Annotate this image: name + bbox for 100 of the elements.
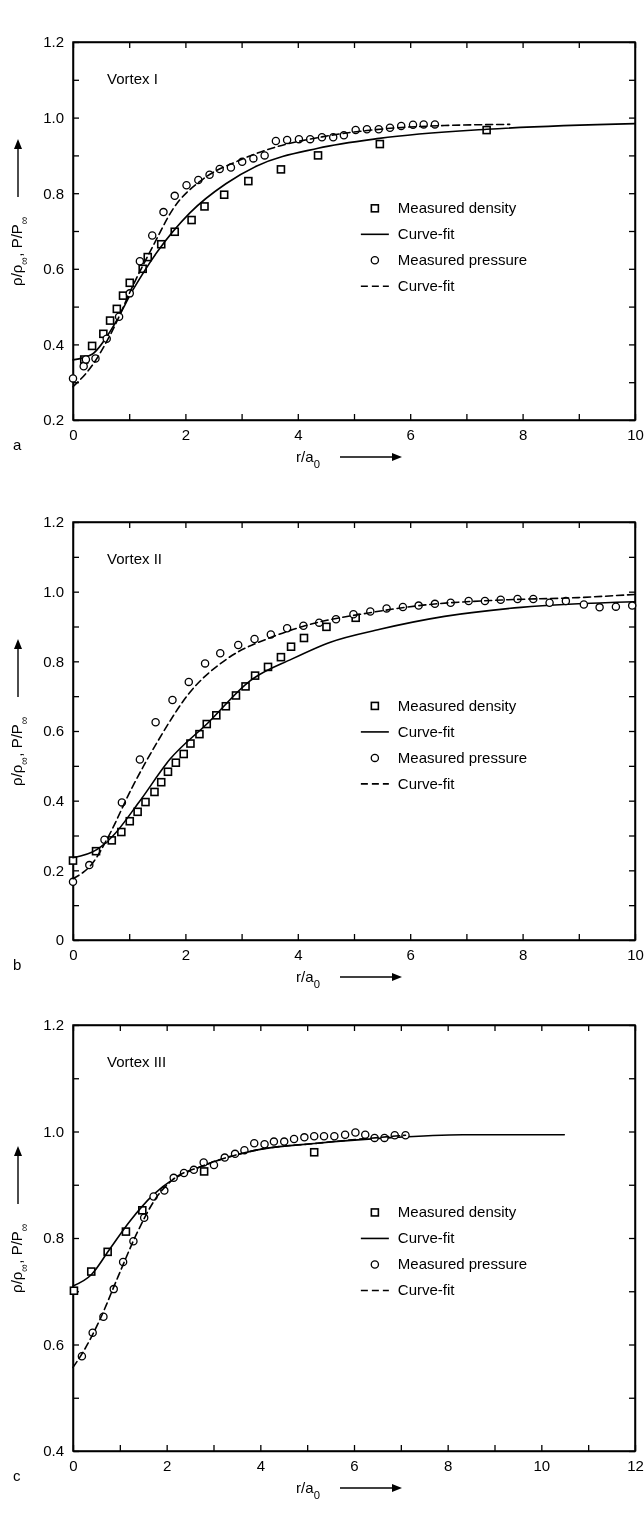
point: [125, 278, 135, 288]
point: [260, 151, 269, 160]
point: [309, 1147, 319, 1157]
y-tick-label: 0.2: [43, 411, 64, 429]
point: [156, 777, 166, 787]
point: [289, 1134, 299, 1144]
text: b: [13, 956, 22, 973]
point: [215, 649, 225, 658]
point: [87, 341, 97, 351]
point: [199, 1167, 209, 1176]
point: [135, 755, 145, 764]
text: Vortex I: [107, 70, 158, 87]
point: [151, 718, 160, 727]
legend-label: Curve-fit: [397, 225, 456, 243]
y-tick-label: 0.4: [43, 791, 64, 809]
text: Vortex II: [107, 550, 163, 567]
point: [300, 1133, 309, 1142]
y-tick-label: 1.0: [43, 108, 64, 126]
x-axis-title: r/a$_{0}$: [296, 1479, 320, 1501]
y-tick-label: 0.8: [43, 652, 64, 670]
y-tick-label: 0.6: [43, 1335, 64, 1353]
x-tick-label: 4: [256, 1456, 266, 1474]
point: [313, 151, 323, 160]
point: [69, 1286, 79, 1296]
point: [351, 1128, 360, 1137]
x-tick-label: 4: [294, 425, 303, 443]
x-tick-label: 0: [69, 425, 78, 443]
point: [233, 640, 243, 650]
x-tick-label: 6: [406, 945, 415, 963]
point: [250, 634, 259, 644]
legend-label: Measured density: [397, 696, 517, 714]
point: [68, 877, 78, 887]
point: [163, 767, 173, 777]
point: [200, 659, 210, 668]
y-tick-label: 1.2: [43, 513, 64, 531]
point: [250, 1138, 259, 1148]
y-tick-label: 0.8: [43, 1229, 64, 1247]
point: [282, 135, 292, 145]
y-tick-label: 0.6: [43, 722, 64, 740]
legend-label: Measured pressure: [397, 251, 528, 269]
x-tick-label: 2: [181, 425, 191, 443]
point: [330, 1132, 339, 1141]
y-tick-label: 0: [55, 931, 64, 949]
point: [182, 181, 191, 190]
y-tick-label: 1.2: [43, 1016, 64, 1034]
point: [68, 374, 78, 383]
legend-label: Curve-fit: [397, 1229, 456, 1247]
point: [276, 165, 286, 174]
point: [299, 633, 309, 643]
y-tick-label: 1.0: [43, 582, 64, 600]
point: [135, 256, 145, 266]
legend-label: Measured density: [397, 1203, 517, 1221]
legend-label: Curve-fit: [397, 722, 456, 740]
legend-label: Measured density: [397, 199, 517, 217]
x-tick-label: 0: [69, 945, 78, 963]
text: Vortex III: [107, 1053, 167, 1070]
legend-label: Measured pressure: [397, 748, 528, 766]
point: [171, 758, 181, 767]
point: [133, 807, 142, 817]
point: [279, 1137, 289, 1146]
x-tick-label: 0: [69, 1456, 78, 1474]
point: [595, 603, 604, 612]
point: [118, 291, 128, 300]
x-tick-label: 10: [533, 1456, 551, 1474]
y-tick-label: 0.6: [43, 260, 64, 278]
legend-label: Measured pressure: [397, 1255, 528, 1273]
point: [545, 598, 554, 608]
text: a: [13, 436, 22, 453]
x-axis-title: r/a$_{0}$: [296, 968, 320, 990]
point: [125, 816, 135, 826]
x-axis-title: r/a$_{0}$: [296, 448, 320, 470]
point: [319, 1132, 329, 1141]
x-tick-label: 8: [518, 425, 528, 443]
y-tick-label: 1.2: [43, 33, 64, 51]
y-tick-label: 0.4: [43, 1442, 64, 1460]
legend-label: Curve-fit: [397, 277, 456, 295]
x-tick-label: 12: [627, 1456, 644, 1474]
point: [375, 139, 385, 149]
point: [141, 797, 150, 807]
x-tick-label: 6: [350, 1456, 359, 1474]
y-tick-label: 1.0: [43, 1122, 64, 1140]
point: [269, 1137, 279, 1146]
x-tick-label: 8: [518, 945, 528, 963]
point: [271, 136, 281, 146]
point: [179, 749, 189, 759]
y-tick-label: 0.4: [43, 335, 64, 353]
point: [611, 602, 621, 611]
y-tick-label: 0.2: [43, 861, 64, 879]
point: [117, 827, 126, 837]
point: [150, 787, 159, 797]
point: [170, 191, 179, 201]
x-tick-label: 8: [443, 1456, 453, 1474]
point: [200, 202, 209, 211]
point: [159, 207, 168, 217]
x-tick-label: 6: [406, 425, 415, 443]
point: [322, 622, 331, 632]
legend-label: Curve-fit: [397, 774, 456, 792]
y-tick-label: 0.8: [43, 184, 64, 202]
point: [244, 176, 253, 186]
text: c: [13, 1467, 21, 1484]
